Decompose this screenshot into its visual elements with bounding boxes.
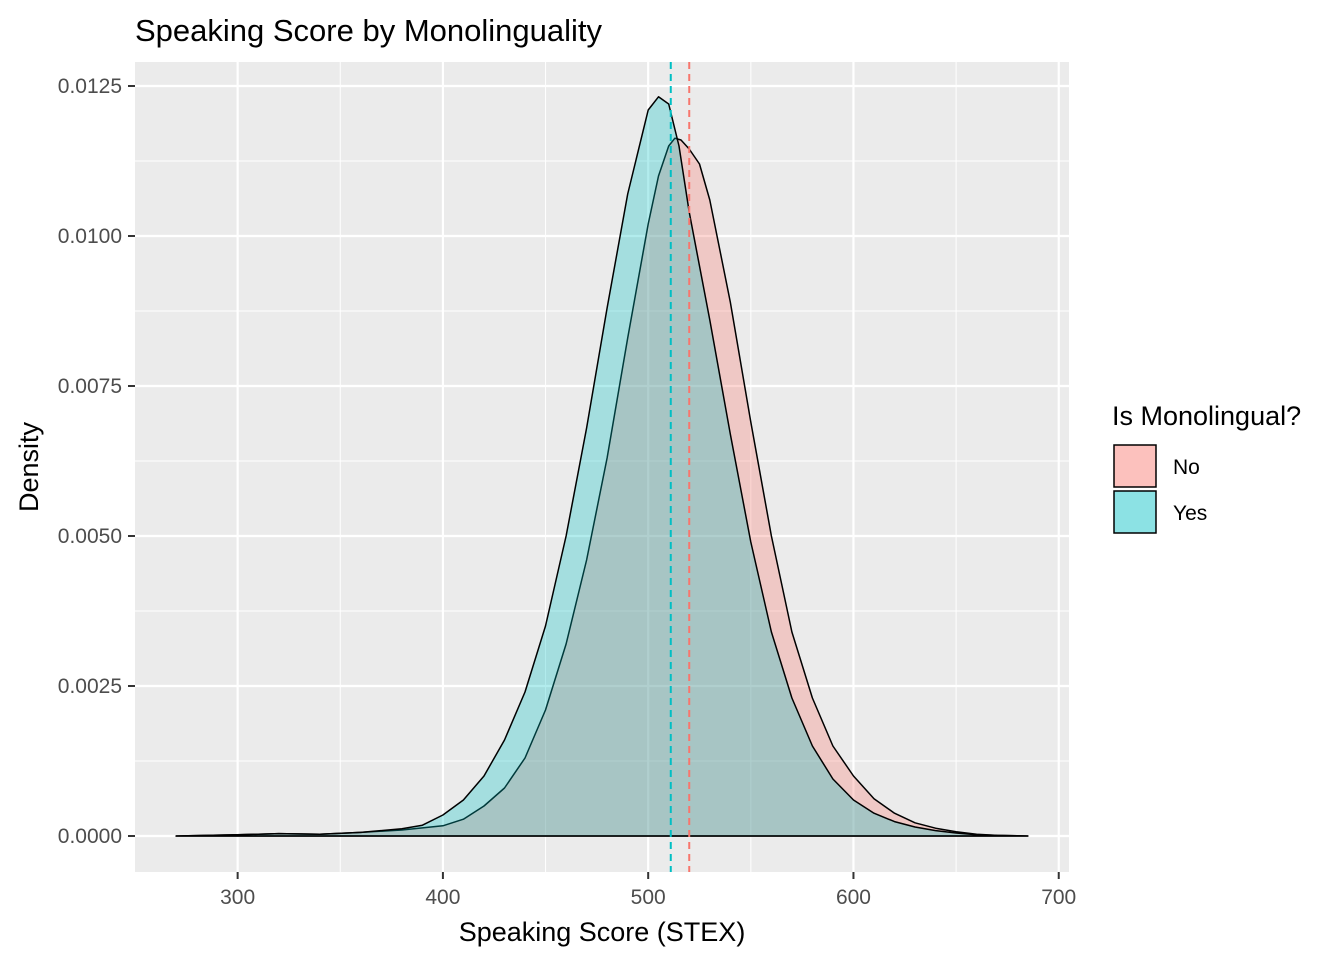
legend-label-no: No	[1173, 456, 1200, 479]
x-axis: 300 400 500 600 700	[220, 872, 1076, 909]
legend-title: Is Monolingual?	[1112, 401, 1301, 431]
x-tick-label: 700	[1041, 886, 1076, 909]
x-axis-label: Speaking Score (STEX)	[459, 917, 746, 947]
x-tick-label: 300	[220, 886, 255, 909]
legend: Is Monolingual? No Yes	[1112, 401, 1301, 534]
x-tick-label: 600	[836, 886, 871, 909]
y-tick-label: 0.0100	[58, 225, 122, 248]
y-tick-label: 0.0075	[58, 375, 122, 398]
plot-panel	[135, 62, 1069, 872]
legend-label-yes: Yes	[1173, 502, 1207, 525]
legend-key-no	[1113, 444, 1157, 488]
y-tick-label: 0.0050	[58, 525, 122, 548]
x-tick-label: 400	[425, 886, 460, 909]
y-tick-label: 0.0125	[58, 75, 122, 98]
minor-gridlines	[135, 62, 1069, 872]
y-axis: 0.0000 0.0025 0.0050 0.0075 0.0100 0.0125	[58, 75, 135, 848]
chart-title: Speaking Score by Monolinguality	[135, 13, 602, 48]
legend-key-bg	[1114, 445, 1156, 487]
y-tick-label: 0.0000	[58, 825, 122, 848]
density-areas	[175, 96, 1029, 837]
legend-key-yes	[1113, 490, 1157, 534]
mean-lines	[669, 62, 691, 872]
x-tick-label: 500	[631, 886, 666, 909]
y-tick-label: 0.0025	[58, 675, 122, 698]
y-axis-label: Density	[14, 421, 44, 512]
density-area-yes	[175, 96, 1029, 837]
legend-key-bg	[1114, 491, 1156, 533]
